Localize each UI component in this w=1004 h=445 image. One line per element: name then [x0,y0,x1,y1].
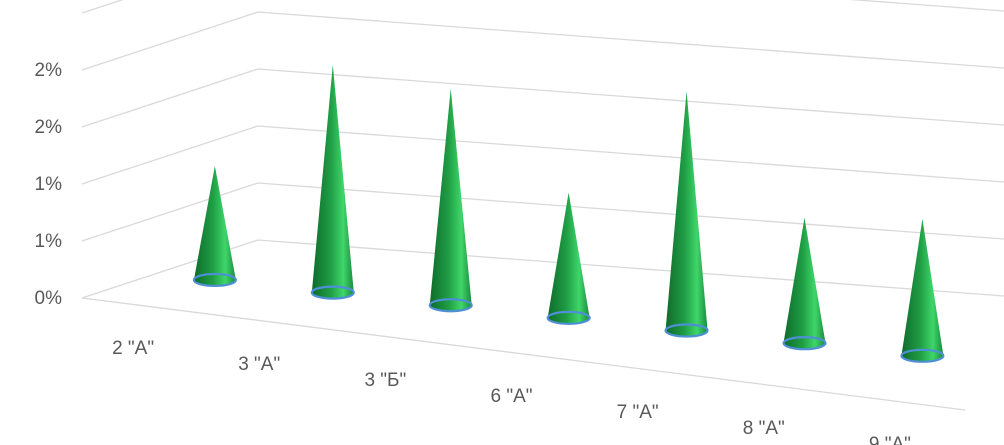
cone-base [310,285,355,300]
cone [428,88,473,313]
x-category-label: 3 "А" [238,354,280,375]
x-category-label: 2 "А" [112,338,154,359]
x-category-label: 3 "Б" [364,370,406,391]
cone-base [664,323,709,338]
x-category-label: 8 "А" [743,418,785,439]
cone [546,192,591,325]
gridline [81,0,1004,14]
y-tick-label: 0% [35,288,63,309]
cone-body [783,217,826,350]
y-tick-label: 1% [35,231,63,252]
gridline [81,11,1004,71]
gridline [81,182,1004,242]
cone-base [546,310,591,325]
x-axis-categories: 2 "А" 3 "А" 3 "Б" 6 "А" 7 "А" 8 "А" 9 "А" [112,338,911,445]
gridline [81,68,1004,128]
x-category-label: 9 "А" [869,434,911,445]
grid [81,0,1004,411]
cone [310,64,355,300]
cone-body [665,91,708,337]
cone [192,165,237,288]
cone-body [547,192,590,324]
cone [900,219,945,363]
gridline [81,125,1004,185]
y-axis-ticks: 0% 1% 1% 2% 2% [35,60,63,309]
cone-base [428,298,473,313]
gridline [81,239,1004,299]
cone-base [900,348,945,363]
x-category-label: 6 "А" [490,386,532,407]
cone-body [429,88,472,312]
cone [782,217,827,351]
cone-series [192,64,945,363]
cone-body [901,219,944,362]
floor-edge [81,297,966,411]
cone-body [193,165,236,286]
y-tick-label: 2% [35,117,63,138]
cone-body [311,64,354,299]
cone-base [192,272,237,288]
cone [664,91,709,338]
y-tick-label: 1% [35,174,63,195]
cone-base [782,336,827,351]
y-tick-label: 2% [35,60,63,81]
x-category-label: 7 "А" [617,402,659,423]
